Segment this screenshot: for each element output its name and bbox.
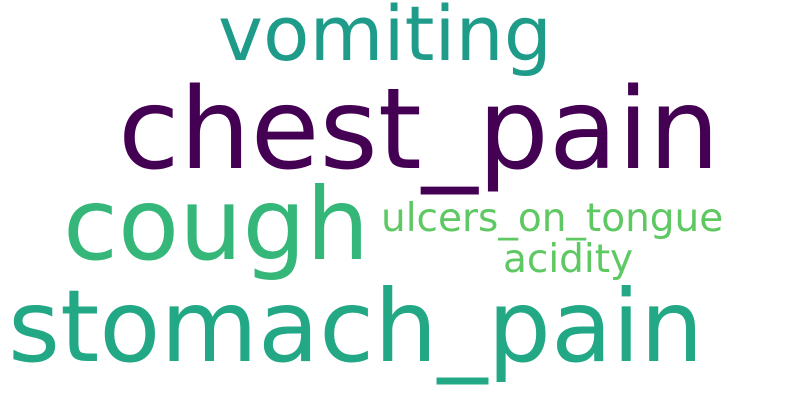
word-chest-pain: chest_pain <box>118 65 720 195</box>
word-ulcers-on-tongue: ulcers_on_tongue <box>381 196 724 241</box>
word-acidity: acidity <box>503 237 634 282</box>
word-vomiting: vomiting <box>218 0 552 78</box>
word-stomach-pain: stomach_pain <box>8 268 704 385</box>
word-cough: cough <box>63 166 370 283</box>
